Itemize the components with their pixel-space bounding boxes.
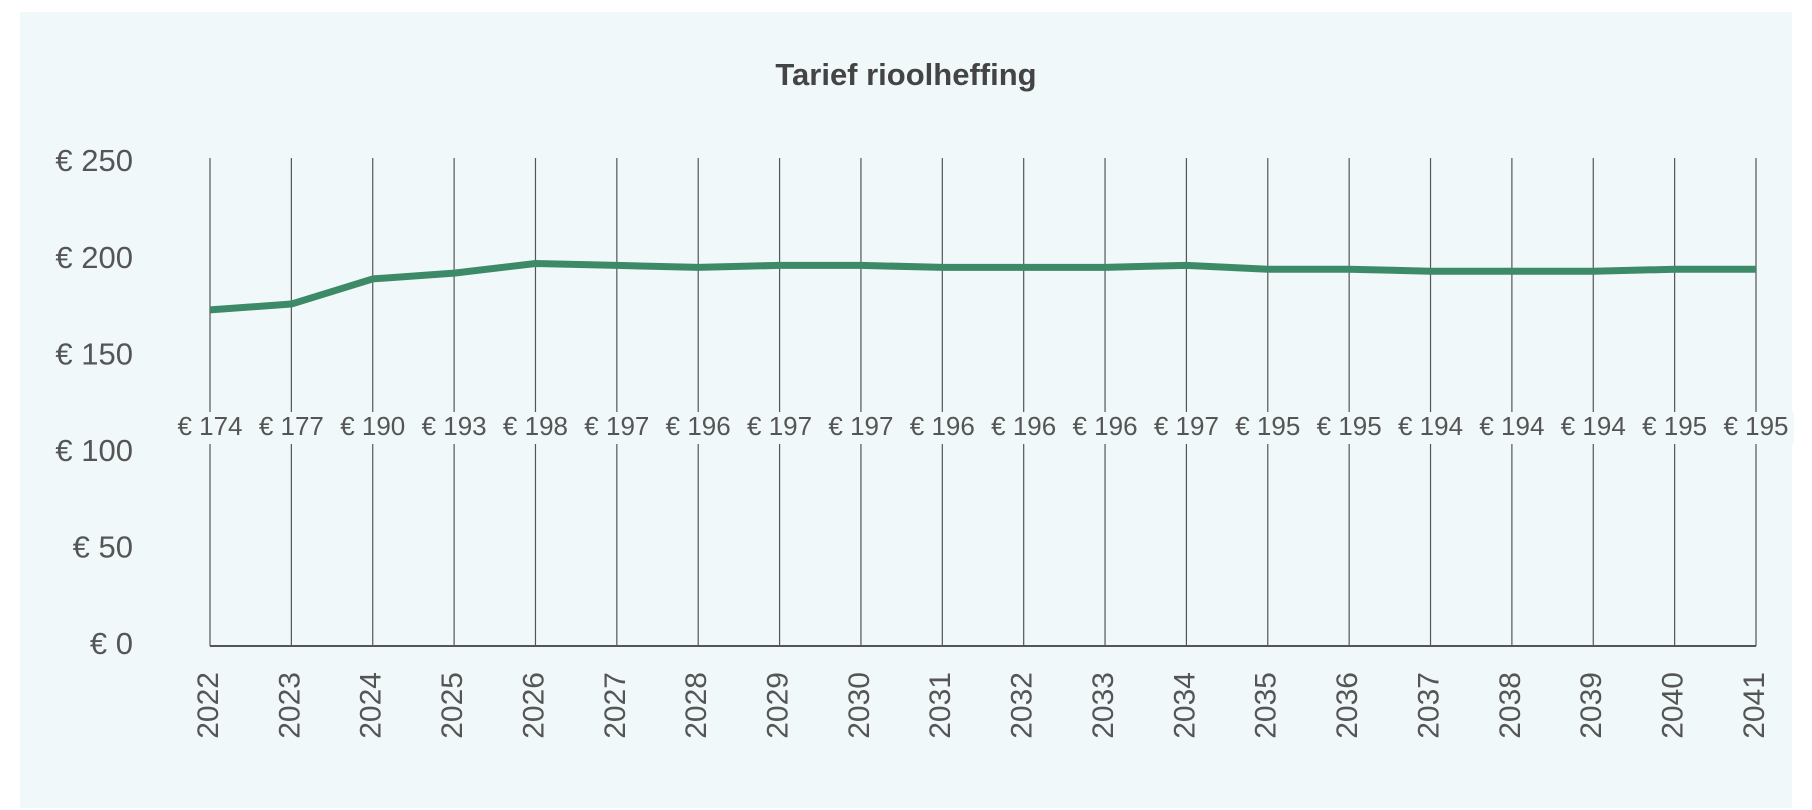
label-bg [1229,412,1306,444]
y-tick-label: € 100 [55,433,133,468]
x-tick-label: 2027 [599,672,632,739]
x-tick-label: 2025 [436,672,469,739]
data-label: € 197 [584,411,649,441]
x-tick-label: 2023 [273,672,306,739]
y-tick-label: € 250 [55,143,133,178]
data-label: € 177 [259,411,324,441]
data-label: € 195 [1642,411,1707,441]
label-bg [334,412,411,444]
x-tick-label: 2041 [1738,672,1771,739]
label-bg [416,412,493,444]
x-tick-label: 2028 [680,672,713,739]
label-bg [660,412,737,444]
data-label: € 197 [828,411,893,441]
x-tick-label: 2029 [762,672,795,739]
label-bg [172,412,248,444]
label-bg [1718,412,1794,444]
data-label: € 195 [1235,411,1300,441]
data-label: € 196 [991,411,1056,441]
data-label: € 194 [1561,411,1626,441]
data-label: € 195 [1317,411,1382,441]
x-tick-label: 2022 [192,672,225,739]
label-bg [1636,412,1713,444]
label-bg [1473,412,1550,444]
y-tick-label: € 50 [73,530,133,565]
label-bg [985,412,1062,444]
x-tick-label: 2040 [1657,672,1690,739]
data-label: € 195 [1723,411,1788,441]
data-label: € 196 [910,411,975,441]
data-label: € 196 [1073,411,1138,441]
x-tick-label: 2026 [517,672,550,739]
x-tick-label: 2035 [1250,672,1283,739]
x-tick-label: 2024 [355,672,388,739]
x-tick-label: 2032 [1006,672,1039,739]
panel [20,12,1792,808]
x-tick-label: 2038 [1494,672,1527,739]
y-tick-label: € 200 [55,240,133,275]
x-tick-label: 2030 [843,672,876,739]
data-label: € 193 [422,411,487,441]
y-tick-label: € 150 [55,336,133,371]
y-tick-label: € 0 [90,626,133,661]
label-bg [741,412,818,444]
label-bg [1311,412,1388,444]
label-bg [1148,412,1225,444]
data-line [209,259,1756,314]
data-label: € 197 [1154,411,1219,441]
label-bg [1555,412,1632,444]
label-bg [1067,412,1144,444]
data-label: € 174 [177,411,242,441]
label-bg [578,412,655,444]
chart-title: Tarief rioolheffing [775,57,1036,92]
data-label: € 197 [747,411,812,441]
x-tick-label: 2039 [1575,672,1608,739]
label-bg [822,412,899,444]
label-bg [1392,412,1469,444]
data-label: € 198 [503,411,568,441]
label-bg [253,412,330,444]
label-bg [904,412,981,444]
label-bg [497,412,574,444]
x-tick-label: 2036 [1331,672,1364,739]
data-label: € 196 [666,411,731,441]
data-label: € 194 [1398,411,1463,441]
x-tick-label: 2031 [924,672,957,739]
x-tick-label: 2033 [1087,672,1120,739]
x-tick-label: 2034 [1168,672,1201,739]
x-tick-label: 2037 [1412,672,1445,739]
data-label: € 194 [1479,411,1544,441]
data-label: € 190 [340,411,405,441]
